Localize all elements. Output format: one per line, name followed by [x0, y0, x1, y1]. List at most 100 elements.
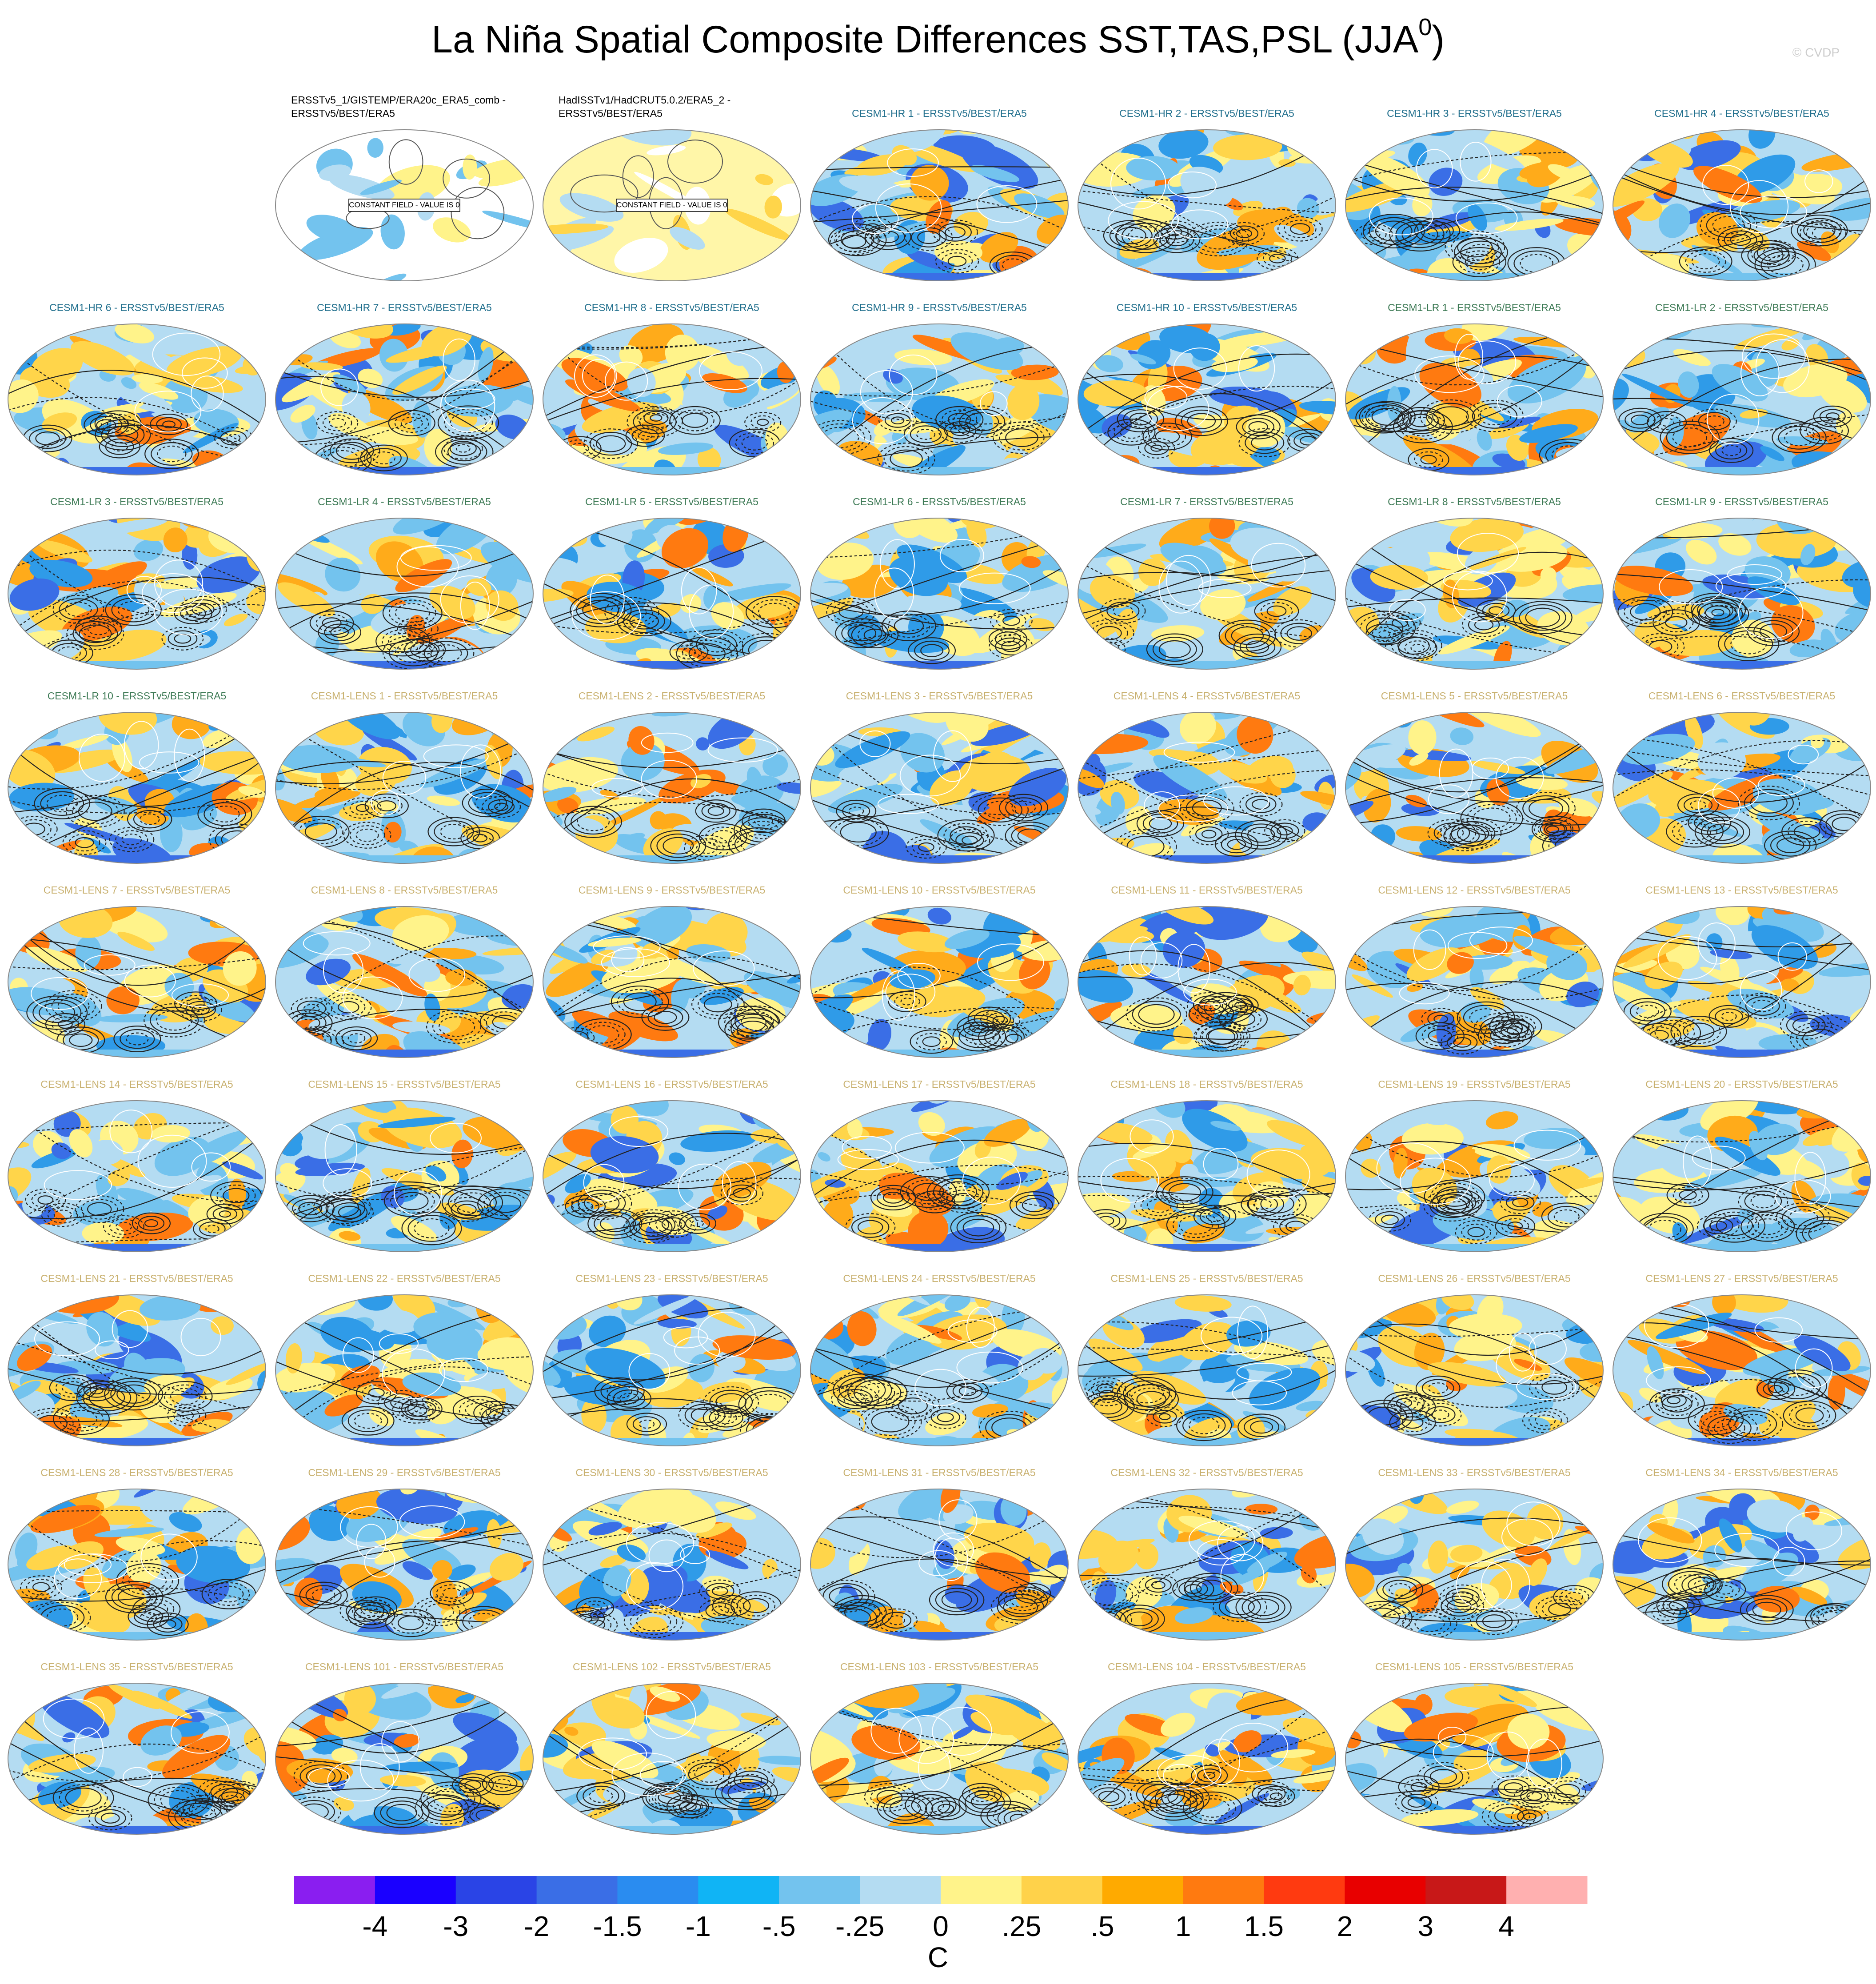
panel-label: CESM1-LENS 3 - ERSSTv5/BEST/ERA5	[846, 690, 1033, 702]
field-patch	[1273, 279, 1317, 321]
field-patch	[1298, 1229, 1328, 1269]
panel-label: CESM1-LENS 2 - ERSSTv5/BEST/ERA5	[579, 690, 766, 702]
field-patch	[543, 1244, 801, 1252]
field-patch	[226, 504, 243, 522]
field-patch	[810, 273, 1068, 281]
field-patch	[1270, 265, 1325, 301]
field-patch	[269, 1493, 302, 1517]
field-patch	[1705, 861, 1726, 882]
panel-label: CESM1-LENS 1 - ERSSTv5/BEST/ERA5	[311, 690, 498, 702]
field-patch	[1027, 1482, 1053, 1513]
field-patch	[522, 265, 591, 291]
map-panel	[1042, 1279, 1369, 1481]
psl-contour	[570, 1034, 582, 1041]
panel-label: CESM1-LENS 33 - ERSSTv5/BEST/ERA5	[1378, 1467, 1570, 1478]
field-patch	[1340, 1605, 1367, 1643]
map-panel	[507, 1077, 846, 1296]
field-patch	[810, 1438, 1068, 1446]
panel-label: CESM1-HR 1 - ERSSTv5/BEST/ERA5	[852, 108, 1027, 119]
panel-label: CESM1-LR 1 - ERSSTv5/BEST/ERA5	[1388, 302, 1561, 313]
field-patch	[1078, 1438, 1336, 1446]
field-patch	[11, 860, 46, 880]
field-patch	[1345, 1305, 1375, 1326]
field-patch	[1282, 86, 1303, 110]
panel-label: CESM1-HR 10 - ERSSTv5/BEST/ERA5	[1117, 302, 1297, 313]
field-patch	[1808, 472, 1876, 497]
field-patch	[8, 1244, 266, 1252]
field-patch	[275, 1050, 533, 1058]
field-patch	[1628, 874, 1646, 905]
title: La Niña Spatial Composite Differences SS…	[431, 14, 1445, 60]
field-patch	[1851, 840, 1876, 852]
panel-label: CESM1-LENS 17 - ERSSTv5/BEST/ERA5	[843, 1078, 1035, 1090]
map-panel	[777, 474, 1105, 710]
panel-label: CESM1-LENS 18 - ERSSTv5/BEST/ERA5	[1110, 1078, 1303, 1090]
field-patch	[1345, 1632, 1603, 1640]
panel-label: CESM1-LR 8 - ERSSTv5/BEST/ERA5	[1388, 496, 1561, 507]
field-patch	[1086, 1294, 1104, 1306]
field-patch	[206, 889, 279, 934]
map-panel	[1062, 1061, 1365, 1277]
panel-label: CESM1-LENS 34 - ERSSTv5/BEST/ERA5	[1645, 1467, 1838, 1478]
constant-field-note: CONSTANT FIELD - VALUE IS 0	[349, 200, 459, 209]
panel-label: CESM1-LENS 21 - ERSSTv5/BEST/ERA5	[40, 1273, 233, 1284]
panel-label: CESM1-LENS 15 - ERSSTv5/BEST/ERA5	[308, 1078, 500, 1090]
panel-label: CESM1-HR 3 - ERSSTv5/BEST/ERA5	[1387, 108, 1562, 119]
field-patch	[275, 467, 533, 475]
field-patch	[1012, 863, 1045, 903]
map-panel	[500, 863, 823, 1109]
field-patch	[0, 447, 61, 475]
panel-label: CESM1-LR 2 - ERSSTv5/BEST/ERA5	[1655, 302, 1828, 313]
field-patch	[1109, 1642, 1132, 1658]
field-patch	[543, 1438, 801, 1446]
field-patch	[699, 1443, 762, 1488]
field-patch	[723, 467, 763, 493]
field-patch	[1621, 314, 1693, 341]
psl-contour	[1092, 642, 1119, 656]
field-patch	[1249, 1042, 1321, 1078]
field-patch	[1609, 1234, 1674, 1265]
panel-label: CESM1-LENS 28 - ERSSTv5/BEST/ERA5	[40, 1467, 233, 1478]
psl-contour	[746, 1417, 794, 1443]
map-panel	[522, 316, 806, 527]
field-patch	[1345, 1244, 1603, 1252]
field-patch	[1078, 467, 1336, 475]
map-panel	[1563, 309, 1876, 511]
field-patch	[543, 1632, 801, 1640]
panel-label: CESM1-LENS 24 - ERSSTv5/BEST/ERA5	[843, 1273, 1035, 1284]
field-patch	[503, 1417, 525, 1426]
field-patch	[1825, 106, 1876, 142]
field-patch	[185, 1613, 208, 1645]
psl-contour	[1555, 837, 1587, 854]
field-patch	[1349, 1635, 1414, 1684]
field-patch	[810, 1244, 1068, 1252]
panel-label: CESM1-LR 10 - ERSSTv5/BEST/ERA5	[48, 690, 227, 702]
field-patch	[1078, 1100, 1127, 1114]
field-patch	[995, 472, 1030, 493]
panel-label: CESM1-LR 4 - ERSSTv5/BEST/ERA5	[318, 496, 491, 507]
panel-label: CESM1-LR 9 - ERSSTv5/BEST/ERA5	[1655, 496, 1828, 507]
field-patch	[1580, 1222, 1613, 1239]
panel-label: CESM1-HR 6 - ERSSTv5/BEST/ERA5	[49, 302, 224, 313]
map-panel	[0, 291, 282, 527]
panel-label: CESM1-LENS 8 - ERSSTv5/BEST/ERA5	[311, 884, 498, 896]
field-patch	[8, 855, 266, 863]
field-patch	[198, 892, 274, 920]
map-panel	[1057, 873, 1366, 1089]
field-patch	[297, 1441, 343, 1462]
panel-label: ERSSTv5_1/GISTEMP/ERA20c_ERA5_comb -	[291, 94, 506, 106]
panel-label: CESM1-LENS 10 - ERSSTv5/BEST/ERA5	[843, 884, 1035, 896]
map-panel	[1582, 92, 1876, 321]
field-patch	[1141, 703, 1165, 718]
field-patch	[314, 664, 375, 708]
field-patch	[1613, 855, 1871, 863]
field-patch	[242, 463, 282, 484]
field-patch	[810, 1632, 1068, 1640]
panel-label: ERSSTv5/BEST/ERA5	[291, 108, 395, 119]
field-patch	[543, 467, 801, 475]
panel-label: CESM1-LENS 19 - ERSSTv5/BEST/ERA5	[1378, 1078, 1570, 1090]
panel-label: CESM1-LENS 23 - ERSSTv5/BEST/ERA5	[575, 1273, 768, 1284]
field-patch	[1594, 1612, 1615, 1623]
map-panel	[765, 1072, 1105, 1296]
